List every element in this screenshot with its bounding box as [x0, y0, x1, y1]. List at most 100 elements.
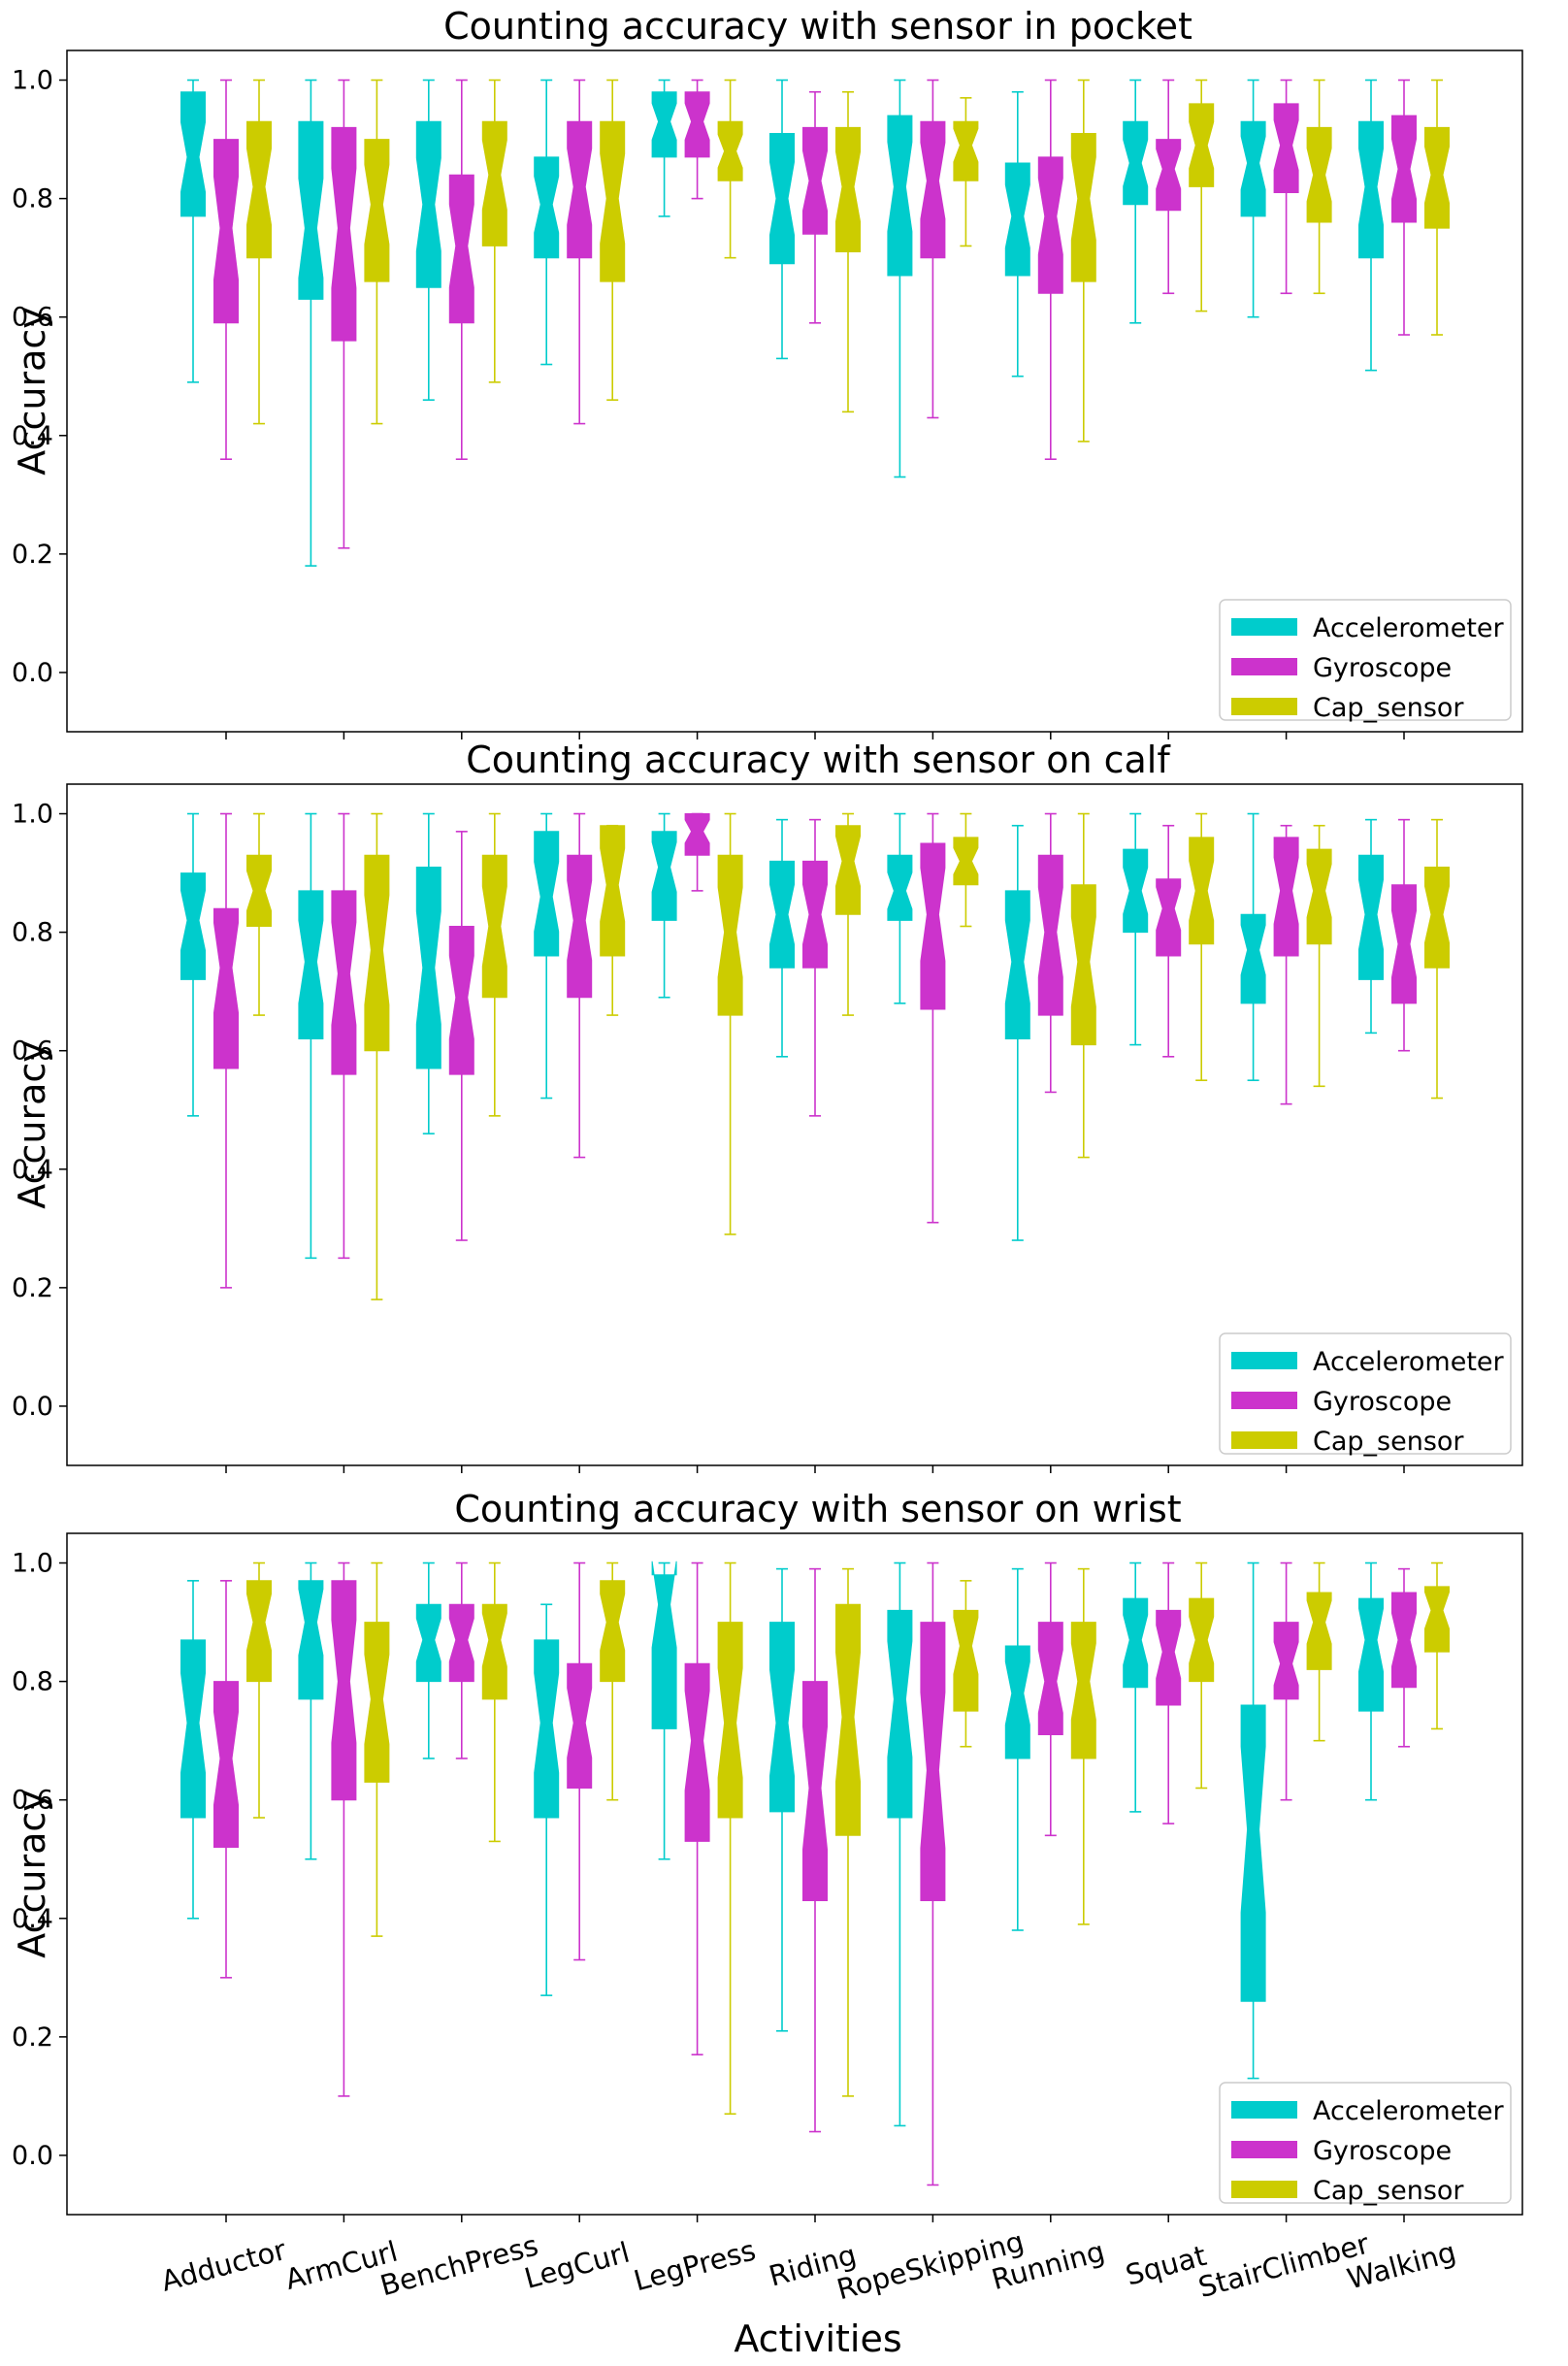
notched-box: [1070, 1622, 1096, 1759]
notched-box: [1240, 1704, 1266, 2002]
notched-box: [953, 120, 979, 181]
box-cap_sensor-stairclimber: [1306, 79, 1332, 295]
box-accelerometer-riding: [769, 79, 795, 360]
notched-box: [1123, 1597, 1149, 1689]
legend-label-accelerometer: Accelerometer: [1313, 2096, 1505, 2126]
box-accelerometer-walking: [1358, 818, 1384, 1035]
subplot-2: Counting accuracy with sensor on calf Acc…: [11, 739, 1523, 1473]
notched-box: [481, 1603, 507, 1700]
notched-box: [415, 1603, 441, 1683]
legend-label-cap_sensor: Cap_sensor: [1313, 2176, 1464, 2206]
notched-box: [600, 825, 626, 957]
notched-box: [1123, 120, 1149, 206]
notched-box: [213, 139, 239, 324]
box-gyroscope-legcurl: [567, 812, 593, 1159]
legend: Accelerometer Gyroscope Cap_sensor: [1219, 1332, 1512, 1457]
notched-box: [600, 120, 626, 282]
box-gyroscope-walking: [1391, 79, 1417, 336]
box-cap_sensor-stairclimber: [1306, 824, 1332, 1088]
box-cap_sensor-running: [1070, 812, 1096, 1159]
box-gyroscope-walking: [1391, 1567, 1417, 1748]
box-accelerometer-running: [1004, 824, 1030, 1241]
notched-box: [213, 907, 239, 1069]
notched-box: [481, 120, 507, 246]
box-gyroscope-squat: [1156, 824, 1182, 1058]
notched-box: [1240, 120, 1266, 217]
legend-swatch-gyroscope: [1231, 2141, 1297, 2158]
y-tick-label: 0.4: [12, 421, 53, 451]
notched-box: [534, 831, 560, 957]
box-cap_sensor-benchpress: [481, 812, 507, 1117]
notched-box: [887, 115, 913, 277]
notched-box: [717, 120, 743, 181]
y-tick-label: 0.8: [12, 184, 53, 214]
box-gyroscope-ropeskipping: [920, 812, 946, 1224]
box-cap_sensor-walking: [1424, 79, 1450, 336]
legend-swatch-cap_sensor: [1231, 1431, 1297, 1449]
y-tick-label: 0.4: [12, 1904, 53, 1934]
legend-swatch-gyroscope: [1231, 1392, 1297, 1409]
notched-box: [331, 890, 357, 1075]
legend-label-gyroscope: Gyroscope: [1313, 653, 1452, 683]
notched-box: [835, 1603, 861, 1836]
box-cap_sensor-running: [1070, 1567, 1096, 1925]
notched-box: [1123, 848, 1149, 934]
box-gyroscope-adductor: [213, 812, 239, 1289]
notched-box: [1070, 884, 1096, 1046]
legend-swatch-cap_sensor: [1231, 2181, 1297, 2198]
notched-box: [1358, 120, 1384, 259]
box-gyroscope-adductor: [213, 79, 239, 461]
notched-box: [953, 837, 979, 886]
y-tick-label: 1.0: [12, 800, 53, 830]
y-tick-label: 0.6: [12, 1036, 53, 1067]
y-tick-label: 0.8: [12, 918, 53, 948]
box-cap_sensor-legpress: [717, 1561, 743, 2116]
box-gyroscope-benchpress: [448, 831, 474, 1241]
y-tick-label: 0.8: [12, 1667, 53, 1697]
y-axis-label: Accuracy: [11, 1790, 53, 1958]
box-accelerometer-running: [1004, 1567, 1030, 1931]
box-accelerometer-squat: [1123, 1561, 1149, 1813]
box-accelerometer-legcurl: [534, 1603, 560, 1996]
box-accelerometer-ropeskipping: [887, 812, 913, 1004]
notched-box: [1156, 878, 1182, 957]
notched-box: [1240, 913, 1266, 1004]
box-cap_sensor-legcurl: [600, 1561, 626, 1801]
notched-box: [1273, 103, 1299, 193]
box-cap_sensor-armcurl: [364, 812, 390, 1300]
box-gyroscope-legcurl: [567, 1561, 593, 1961]
notched-box: [1306, 1592, 1332, 1670]
box-gyroscope-ropeskipping: [920, 79, 946, 419]
notched-box: [364, 1622, 390, 1783]
box-accelerometer-stairclimber: [1240, 79, 1266, 318]
box-cap_sensor-ropeskipping: [953, 97, 979, 247]
legend-label-gyroscope: Gyroscope: [1313, 1387, 1452, 1417]
notched-box: [415, 867, 441, 1069]
box-gyroscope-running: [1037, 812, 1063, 1094]
notched-box: [1358, 854, 1384, 980]
y-tick-label: 1.0: [12, 1549, 53, 1579]
box-cap_sensor-legpress: [717, 812, 743, 1235]
box-cap_sensor-ropeskipping: [953, 1580, 979, 1748]
box-cap_sensor-squat: [1189, 812, 1215, 1082]
notched-box: [567, 120, 593, 259]
box-accelerometer-legpress: [651, 1561, 677, 1860]
box-gyroscope-stairclimber: [1273, 1561, 1299, 1801]
notched-box: [448, 926, 474, 1075]
notched-box: [213, 1681, 239, 1848]
notched-box: [567, 1662, 593, 1789]
notched-box: [651, 831, 677, 921]
y-tick-label: 0.0: [12, 2141, 53, 2171]
subplot-1: Counting accuracy with sensor in pocket A…: [11, 5, 1523, 739]
legend-label-cap_sensor: Cap_sensor: [1313, 693, 1464, 723]
notched-box: [246, 1580, 272, 1683]
box-accelerometer-legpress: [651, 812, 677, 999]
y-tick-label: 0.2: [12, 540, 53, 570]
notched-box: [769, 133, 795, 265]
box-cap_sensor-running: [1070, 79, 1096, 443]
box-accelerometer-benchpress: [415, 812, 441, 1134]
y-tick-label: 1.0: [12, 66, 53, 96]
notched-box: [1391, 1592, 1417, 1689]
notched-box: [717, 1622, 743, 1819]
